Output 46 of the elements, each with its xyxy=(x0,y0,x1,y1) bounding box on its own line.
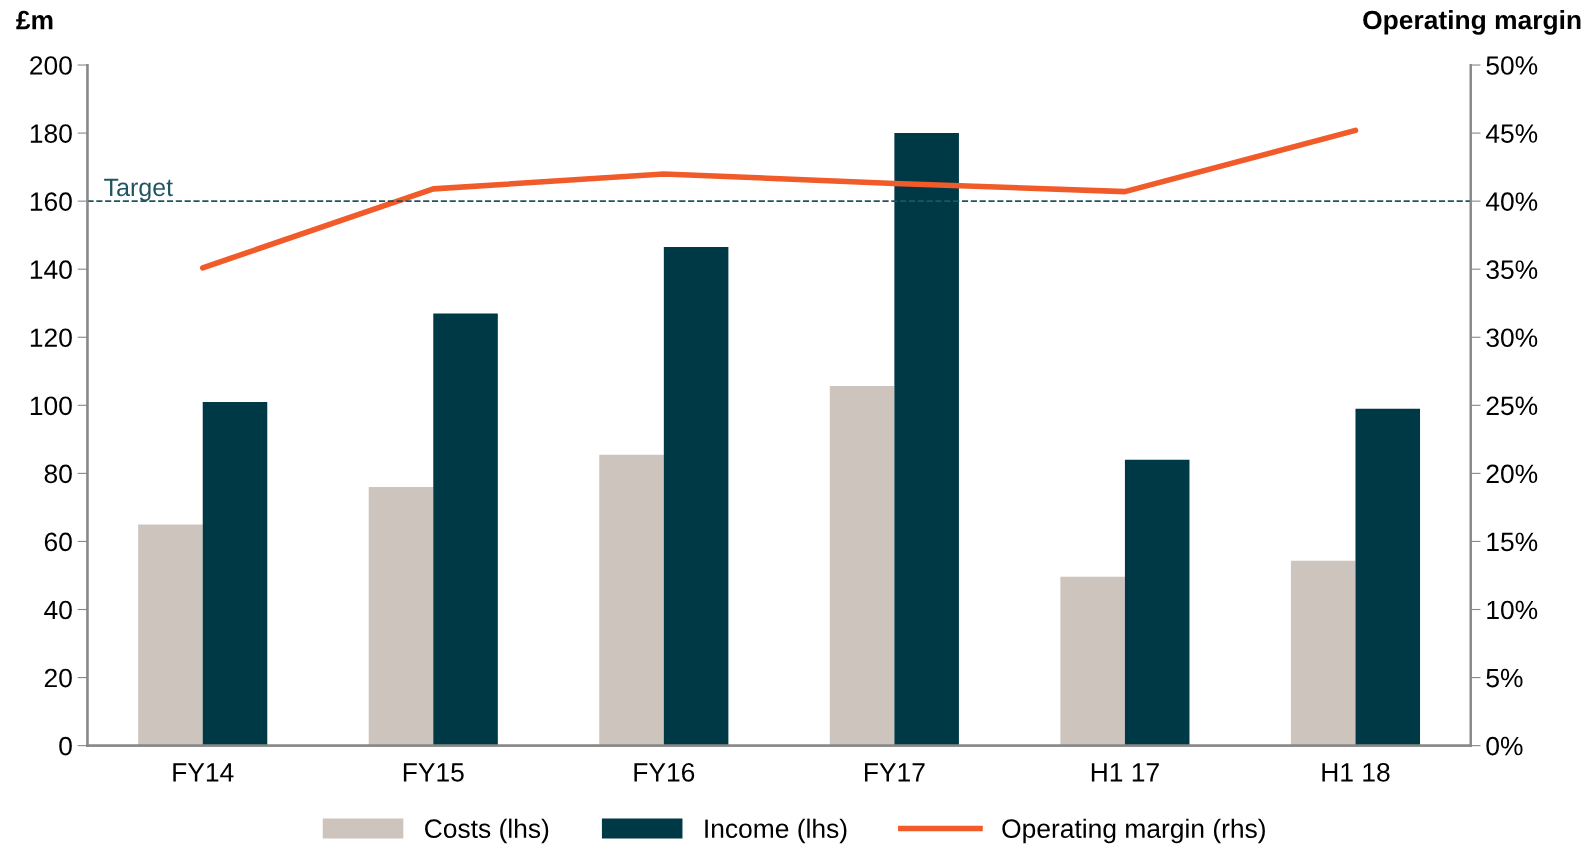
y2-axis-title: Operating margin xyxy=(1363,9,1581,35)
bar xyxy=(1355,408,1421,746)
y2-tick-label: 30% xyxy=(1486,328,1538,348)
x-tick-label: FY17 xyxy=(865,763,925,782)
x-tick-label: FY15 xyxy=(403,763,464,782)
bar xyxy=(663,247,729,746)
y-tick-label: 100 xyxy=(30,396,72,416)
y2-tick-label: 35% xyxy=(1486,260,1538,280)
y-tick-label: 60 xyxy=(44,532,72,552)
y2-tick-label: 45% xyxy=(1485,124,1538,143)
legend-label: Costs (lhs) xyxy=(425,818,549,844)
y-tick-label: 200 xyxy=(30,56,72,75)
y2-tick-label: 20% xyxy=(1486,464,1538,484)
y2-tick-label: 15% xyxy=(1487,532,1538,552)
y2-tick-label: 0% xyxy=(1486,736,1523,756)
bar xyxy=(1060,576,1125,746)
bar xyxy=(829,385,895,746)
y-tick-label: 160 xyxy=(30,192,72,211)
y-tick-label: 80 xyxy=(44,464,72,484)
bar xyxy=(368,486,434,746)
y2-tick-label: 40% xyxy=(1485,192,1538,211)
x-tick-label: FY14 xyxy=(173,763,234,782)
y-axis-title: £m xyxy=(16,10,53,30)
y-tick-label: 20 xyxy=(44,668,72,688)
y-tick-label: 120 xyxy=(30,328,72,348)
y2-tick-label: 50% xyxy=(1486,56,1538,75)
y-tick-label: 0 xyxy=(59,736,72,756)
y-tick-label: 140 xyxy=(30,260,72,280)
legend-label: Income (lhs) xyxy=(705,818,847,844)
x-tick-label: FY16 xyxy=(634,762,695,782)
x-tick-label: H1 18 xyxy=(1322,762,1390,782)
bar xyxy=(202,401,268,746)
y2-tick-label: 10% xyxy=(1487,600,1538,620)
bar xyxy=(138,524,203,746)
bar xyxy=(894,133,959,746)
bar xyxy=(1124,459,1190,746)
y2-tick-label: 25% xyxy=(1486,396,1538,416)
y-tick-label: 180 xyxy=(30,124,72,143)
legend-label: Operating margin (rhs) xyxy=(1002,818,1265,844)
y2-tick-label: 5% xyxy=(1486,668,1523,688)
x-tick-label: H1 17 xyxy=(1091,763,1159,782)
y-tick-label: 40 xyxy=(44,600,72,620)
bar xyxy=(1290,560,1356,746)
ref-line-label: Target xyxy=(104,178,173,202)
bar xyxy=(599,454,664,746)
bar xyxy=(433,313,498,746)
